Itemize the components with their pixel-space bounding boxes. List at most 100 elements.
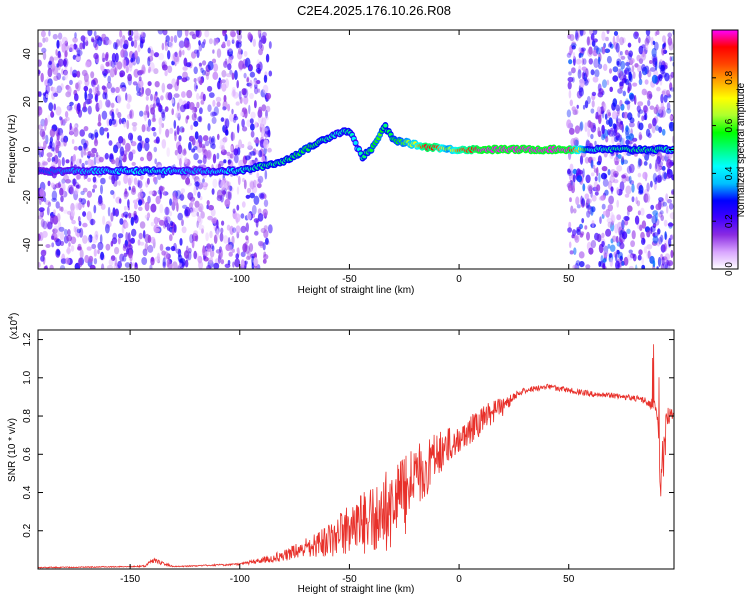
noise-speckle <box>86 246 92 251</box>
noise-speckle <box>44 264 48 269</box>
noise-speckle <box>596 233 602 242</box>
noise-speckle <box>602 79 607 88</box>
noise-speckle <box>61 43 66 53</box>
noise-speckle <box>127 175 134 184</box>
noise-speckle <box>166 83 173 90</box>
noise-speckle <box>247 32 252 40</box>
noise-speckle <box>51 197 57 202</box>
noise-speckle <box>204 30 210 38</box>
noise-speckle <box>56 85 62 94</box>
noise-speckle <box>267 130 271 138</box>
noise-speckle <box>216 48 222 58</box>
noise-speckle <box>610 127 614 132</box>
noise-speckle <box>638 109 644 114</box>
noise-speckle <box>253 230 259 236</box>
noise-speckle <box>57 32 63 40</box>
noise-speckle <box>568 71 572 76</box>
noise-speckle <box>575 196 580 206</box>
noise-speckle <box>86 200 90 208</box>
noise-speckle <box>211 58 217 64</box>
noise-speckle <box>645 128 651 137</box>
noise-speckle <box>117 236 121 245</box>
noise-speckle <box>63 174 69 182</box>
noise-speckle <box>635 264 638 269</box>
noise-speckle <box>627 112 633 121</box>
noise-speckle <box>248 104 251 115</box>
noise-speckle <box>591 91 597 97</box>
noise-speckle <box>100 65 105 72</box>
noise-speckle <box>667 36 673 46</box>
noise-speckle <box>57 221 62 231</box>
noise-speckle <box>38 262 41 268</box>
noise-speckle <box>200 67 204 74</box>
noise-speckle <box>250 151 256 156</box>
noise-speckle <box>93 138 99 147</box>
noise-speckle <box>617 251 623 259</box>
noise-speckle <box>165 206 169 215</box>
noise-speckle <box>110 87 116 93</box>
noise-speckle <box>241 143 245 149</box>
noise-speckle <box>165 216 171 224</box>
noise-speckle <box>202 154 207 165</box>
noise-speckle <box>207 104 212 112</box>
noise-speckle <box>642 171 648 180</box>
noise-speckle <box>256 149 259 155</box>
noise-speckle <box>263 139 269 149</box>
x-tick-label: 50 <box>563 574 575 585</box>
noise-speckle <box>250 123 255 131</box>
noise-speckle <box>42 220 48 230</box>
noise-speckle <box>162 261 167 269</box>
noise-speckle <box>123 193 128 200</box>
noise-speckle <box>648 123 652 130</box>
noise-speckle <box>240 225 247 233</box>
noise-speckle <box>259 33 262 42</box>
noise-speckle <box>235 101 240 106</box>
noise-speckle <box>158 52 165 61</box>
noise-speckle <box>596 166 599 177</box>
noise-speckle <box>191 207 195 213</box>
noise-speckle <box>645 34 651 44</box>
noise-speckle <box>573 208 577 214</box>
noise-speckle <box>227 190 232 201</box>
noise-speckle <box>47 157 51 163</box>
noise-speckle <box>662 43 665 49</box>
noise-speckle <box>88 88 93 94</box>
snr-x-ticks: -150 -100 -50 0 50 <box>120 330 575 585</box>
noise-speckle <box>227 159 232 164</box>
noise-speckle <box>588 185 593 195</box>
noise-speckle <box>200 211 205 219</box>
noise-speckle <box>580 231 585 236</box>
noise-speckle <box>603 264 606 269</box>
noise-speckle <box>642 50 645 58</box>
noise-speckle <box>107 39 112 45</box>
colorbar-tick-label: 0.4 <box>724 166 735 180</box>
noise-speckle <box>570 205 574 214</box>
noise-speckle <box>155 195 161 205</box>
noise-speckle <box>137 191 144 199</box>
noise-speckle <box>256 178 262 184</box>
noise-speckle <box>208 257 214 264</box>
noise-speckle <box>134 202 138 210</box>
noise-speckle <box>670 71 674 78</box>
noise-speckle <box>63 70 69 81</box>
noise-speckle <box>67 184 73 194</box>
noise-speckle <box>650 180 653 188</box>
noise-speckle <box>666 159 673 169</box>
noise-speckle <box>126 102 131 110</box>
noise-speckle <box>641 257 644 265</box>
noise-speckle <box>591 100 595 108</box>
noise-speckle <box>159 190 162 200</box>
noise-speckle <box>606 109 611 119</box>
noise-speckle <box>661 128 666 136</box>
noise-speckle <box>200 99 205 105</box>
noise-speckle <box>100 184 103 195</box>
noise-speckle <box>670 249 674 259</box>
noise-speckle <box>102 215 106 225</box>
y-tick-label: 1.0 <box>22 370 33 384</box>
noise-speckle <box>158 104 163 113</box>
noise-speckle <box>611 235 617 243</box>
noise-speckle <box>652 223 657 229</box>
noise-speckle <box>181 226 187 234</box>
noise-speckle <box>232 208 236 214</box>
noise-speckle <box>604 113 608 120</box>
